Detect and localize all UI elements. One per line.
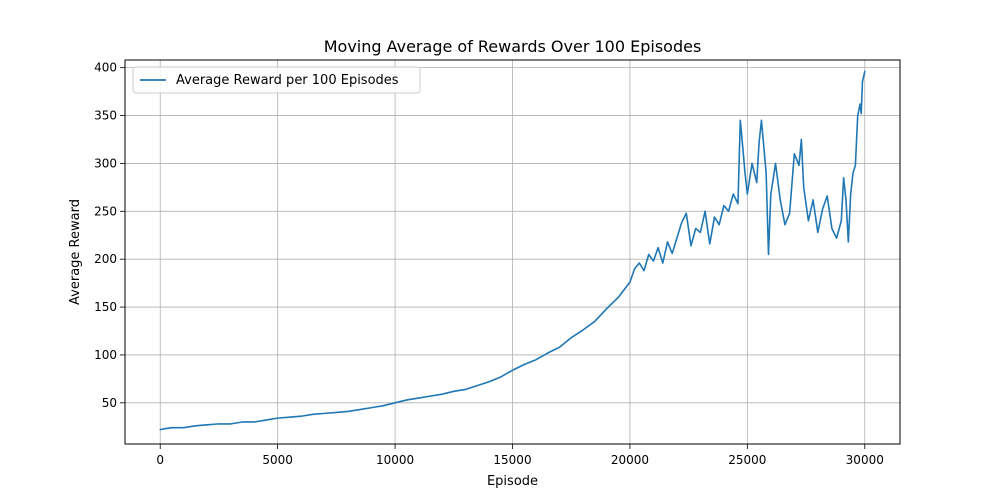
- y-tick-label: 50: [102, 396, 117, 410]
- y-axis-label: Average Reward: [68, 199, 83, 305]
- series-line-0: [159, 70, 866, 431]
- grid: [125, 60, 900, 444]
- y-tick-label: 350: [94, 109, 117, 123]
- x-axis-label: Episode: [487, 474, 538, 489]
- legend-label-average-reward: Average Reward per 100 Episodes: [176, 73, 399, 88]
- x-tick-label: 0: [156, 453, 164, 467]
- x-tick-label: 25000: [728, 453, 766, 467]
- x-tick-label: 5000: [262, 453, 293, 467]
- x-tick-label: 10000: [376, 453, 414, 467]
- y-tick-label: 400: [94, 61, 117, 75]
- x-tick-label: 30000: [846, 453, 884, 467]
- series-layer: [159, 70, 866, 431]
- legend: Average Reward per 100 Episodes: [132, 66, 421, 94]
- chart-title: Moving Average of Rewards Over 100 Episo…: [324, 37, 702, 56]
- y-tick-label: 250: [94, 204, 117, 218]
- y-tick-label: 300: [94, 156, 117, 170]
- x-tick-label: 15000: [493, 453, 531, 467]
- y-tick-label: 150: [94, 300, 117, 314]
- y-tick-label: 200: [94, 252, 117, 266]
- y-tick-label: 100: [94, 348, 117, 362]
- y-axis: 50 100 150 200 250 300 350 400: [94, 61, 125, 410]
- legend-frame: [132, 66, 421, 94]
- x-tick-label: 20000: [611, 453, 649, 467]
- x-axis: 0 5000 10000 15000 20000 25000 30000: [156, 444, 884, 467]
